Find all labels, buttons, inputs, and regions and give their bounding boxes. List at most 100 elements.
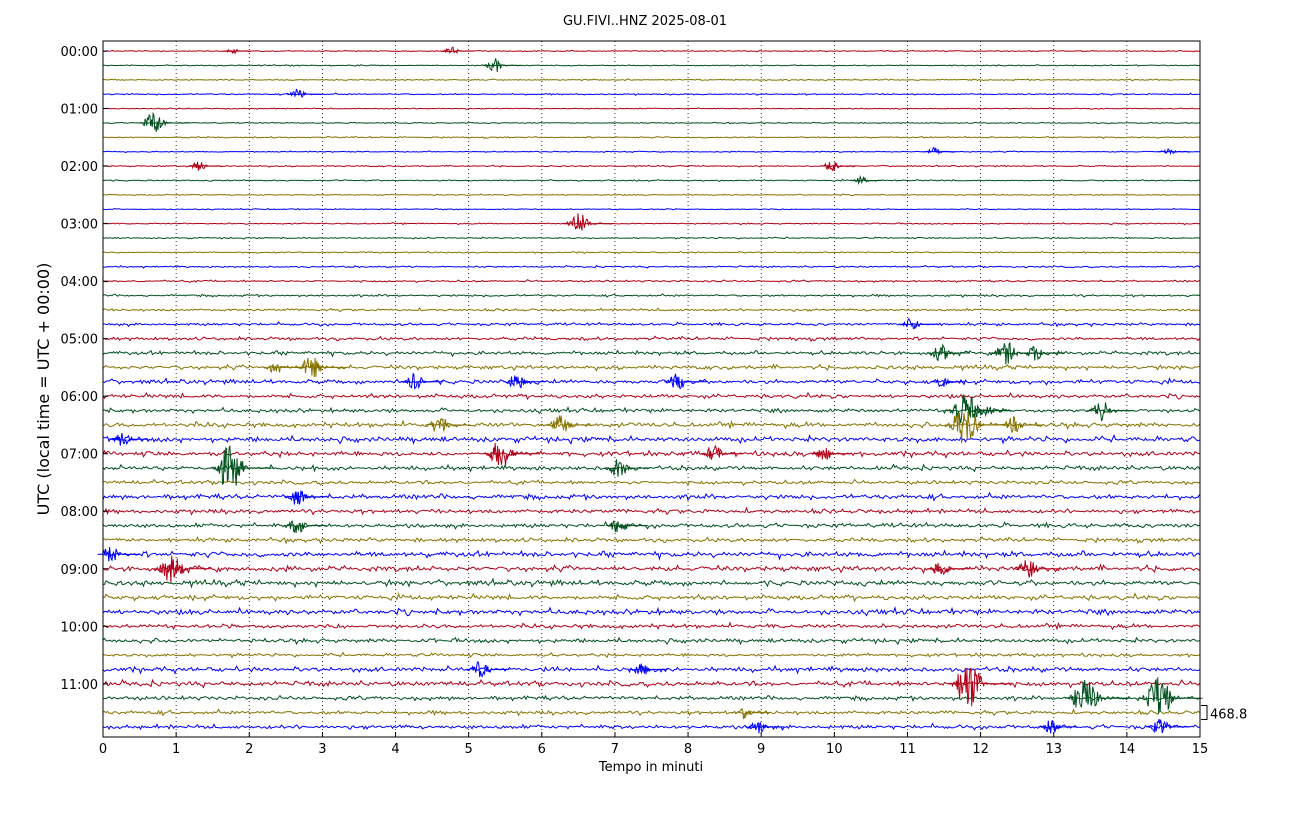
trace [102, 577, 1200, 589]
trace [102, 406, 1200, 415]
trace [102, 49, 1200, 53]
trace [102, 651, 1200, 659]
event-burst [440, 46, 473, 55]
event-burst [923, 146, 956, 155]
scale-label: 468.8 [1210, 708, 1247, 723]
y-tick-label: 02:00 [61, 160, 98, 175]
event-burst [424, 417, 471, 432]
event-burst [108, 432, 149, 446]
trace [102, 605, 1200, 617]
trace [102, 321, 1200, 328]
trace [102, 207, 1200, 211]
event-burst [745, 721, 785, 734]
trace [102, 335, 1200, 343]
trace [102, 178, 1200, 182]
y-tick-label: 01:00 [61, 103, 98, 118]
y-tick-label: 00:00 [61, 45, 98, 60]
chart-title: GU.FIVI..HNZ 2025-08-01 [563, 14, 727, 29]
y-tick-label: 05:00 [61, 333, 98, 348]
event-burst [209, 445, 274, 486]
event-burst [851, 174, 883, 186]
event-burst [605, 519, 649, 533]
event-burst [820, 161, 856, 172]
event-burst [286, 88, 323, 98]
trace [102, 678, 1200, 689]
x-tick-label: 1 [172, 742, 180, 757]
x-tick-label: 14 [1119, 742, 1136, 757]
event-burst [604, 459, 650, 477]
y-tick-label: 06:00 [61, 390, 98, 405]
trace [102, 135, 1200, 140]
trace [102, 107, 1200, 110]
event-burst [283, 490, 327, 505]
event-burst [1013, 560, 1060, 578]
trace [102, 592, 1200, 603]
x-tick-label: 13 [1045, 742, 1062, 757]
event-burst [926, 343, 970, 362]
x-tick-label: 3 [318, 742, 326, 757]
trace [102, 694, 1200, 702]
y-tick-label: 04:00 [61, 275, 98, 290]
x-tick-label: 2 [245, 742, 253, 757]
trace [102, 164, 1200, 168]
trace [102, 708, 1200, 717]
trace [102, 449, 1200, 459]
event-burst [930, 377, 966, 388]
event-burst [466, 661, 510, 678]
x-tick-label: 12 [972, 742, 989, 757]
x-tick-label: 4 [391, 742, 399, 757]
trace [102, 463, 1200, 473]
trace [102, 520, 1200, 530]
event-burst [943, 411, 1009, 444]
y-tick-label: 08:00 [61, 505, 98, 520]
x-tick-label: 5 [465, 742, 473, 757]
event-burst [222, 48, 252, 55]
y-tick-label: 10:00 [61, 620, 98, 635]
trace [102, 636, 1200, 646]
trace [102, 621, 1200, 631]
x-tick-label: 7 [611, 742, 619, 757]
plot-area [97, 41, 1203, 737]
scale-bracket [1201, 705, 1208, 721]
trace [102, 78, 1200, 82]
x-tick-label: 0 [99, 742, 107, 757]
x-tick-label: 6 [538, 742, 546, 757]
event-burst [400, 372, 444, 390]
trace [102, 433, 1200, 445]
event-burst [1085, 402, 1133, 422]
event-burst [1137, 677, 1203, 714]
axes-frame [102, 40, 1201, 738]
event-burst [295, 357, 346, 378]
event-burst [561, 213, 613, 231]
trace [102, 478, 1200, 487]
trace [102, 535, 1200, 545]
event-burst [97, 547, 140, 562]
trace [102, 491, 1200, 502]
trace [102, 307, 1200, 313]
event-burst [664, 373, 707, 390]
y-tick-label: 09:00 [61, 563, 98, 578]
trace [102, 264, 1200, 269]
y-tick-label: 07:00 [61, 448, 98, 463]
y-axis-label: UTC (local time = UTC + 00:00) [34, 263, 53, 516]
event-burst [1022, 345, 1066, 361]
event-burst [482, 58, 522, 73]
trace [102, 64, 1200, 67]
event-burst [283, 519, 327, 534]
trace [102, 722, 1200, 731]
x-tick-label: 10 [826, 742, 843, 757]
event-burst [136, 111, 189, 132]
event-burst [483, 442, 540, 466]
x-tick-label: 9 [757, 742, 765, 757]
event-burst [1145, 718, 1190, 734]
x-tick-label: 8 [684, 742, 692, 757]
event-burst [262, 363, 302, 374]
trace [102, 250, 1200, 255]
y-tick-label: 11:00 [61, 678, 98, 693]
event-burst [731, 707, 770, 720]
trace [102, 92, 1200, 96]
event-burst [700, 444, 744, 461]
trace [102, 506, 1200, 516]
trace [102, 363, 1200, 372]
